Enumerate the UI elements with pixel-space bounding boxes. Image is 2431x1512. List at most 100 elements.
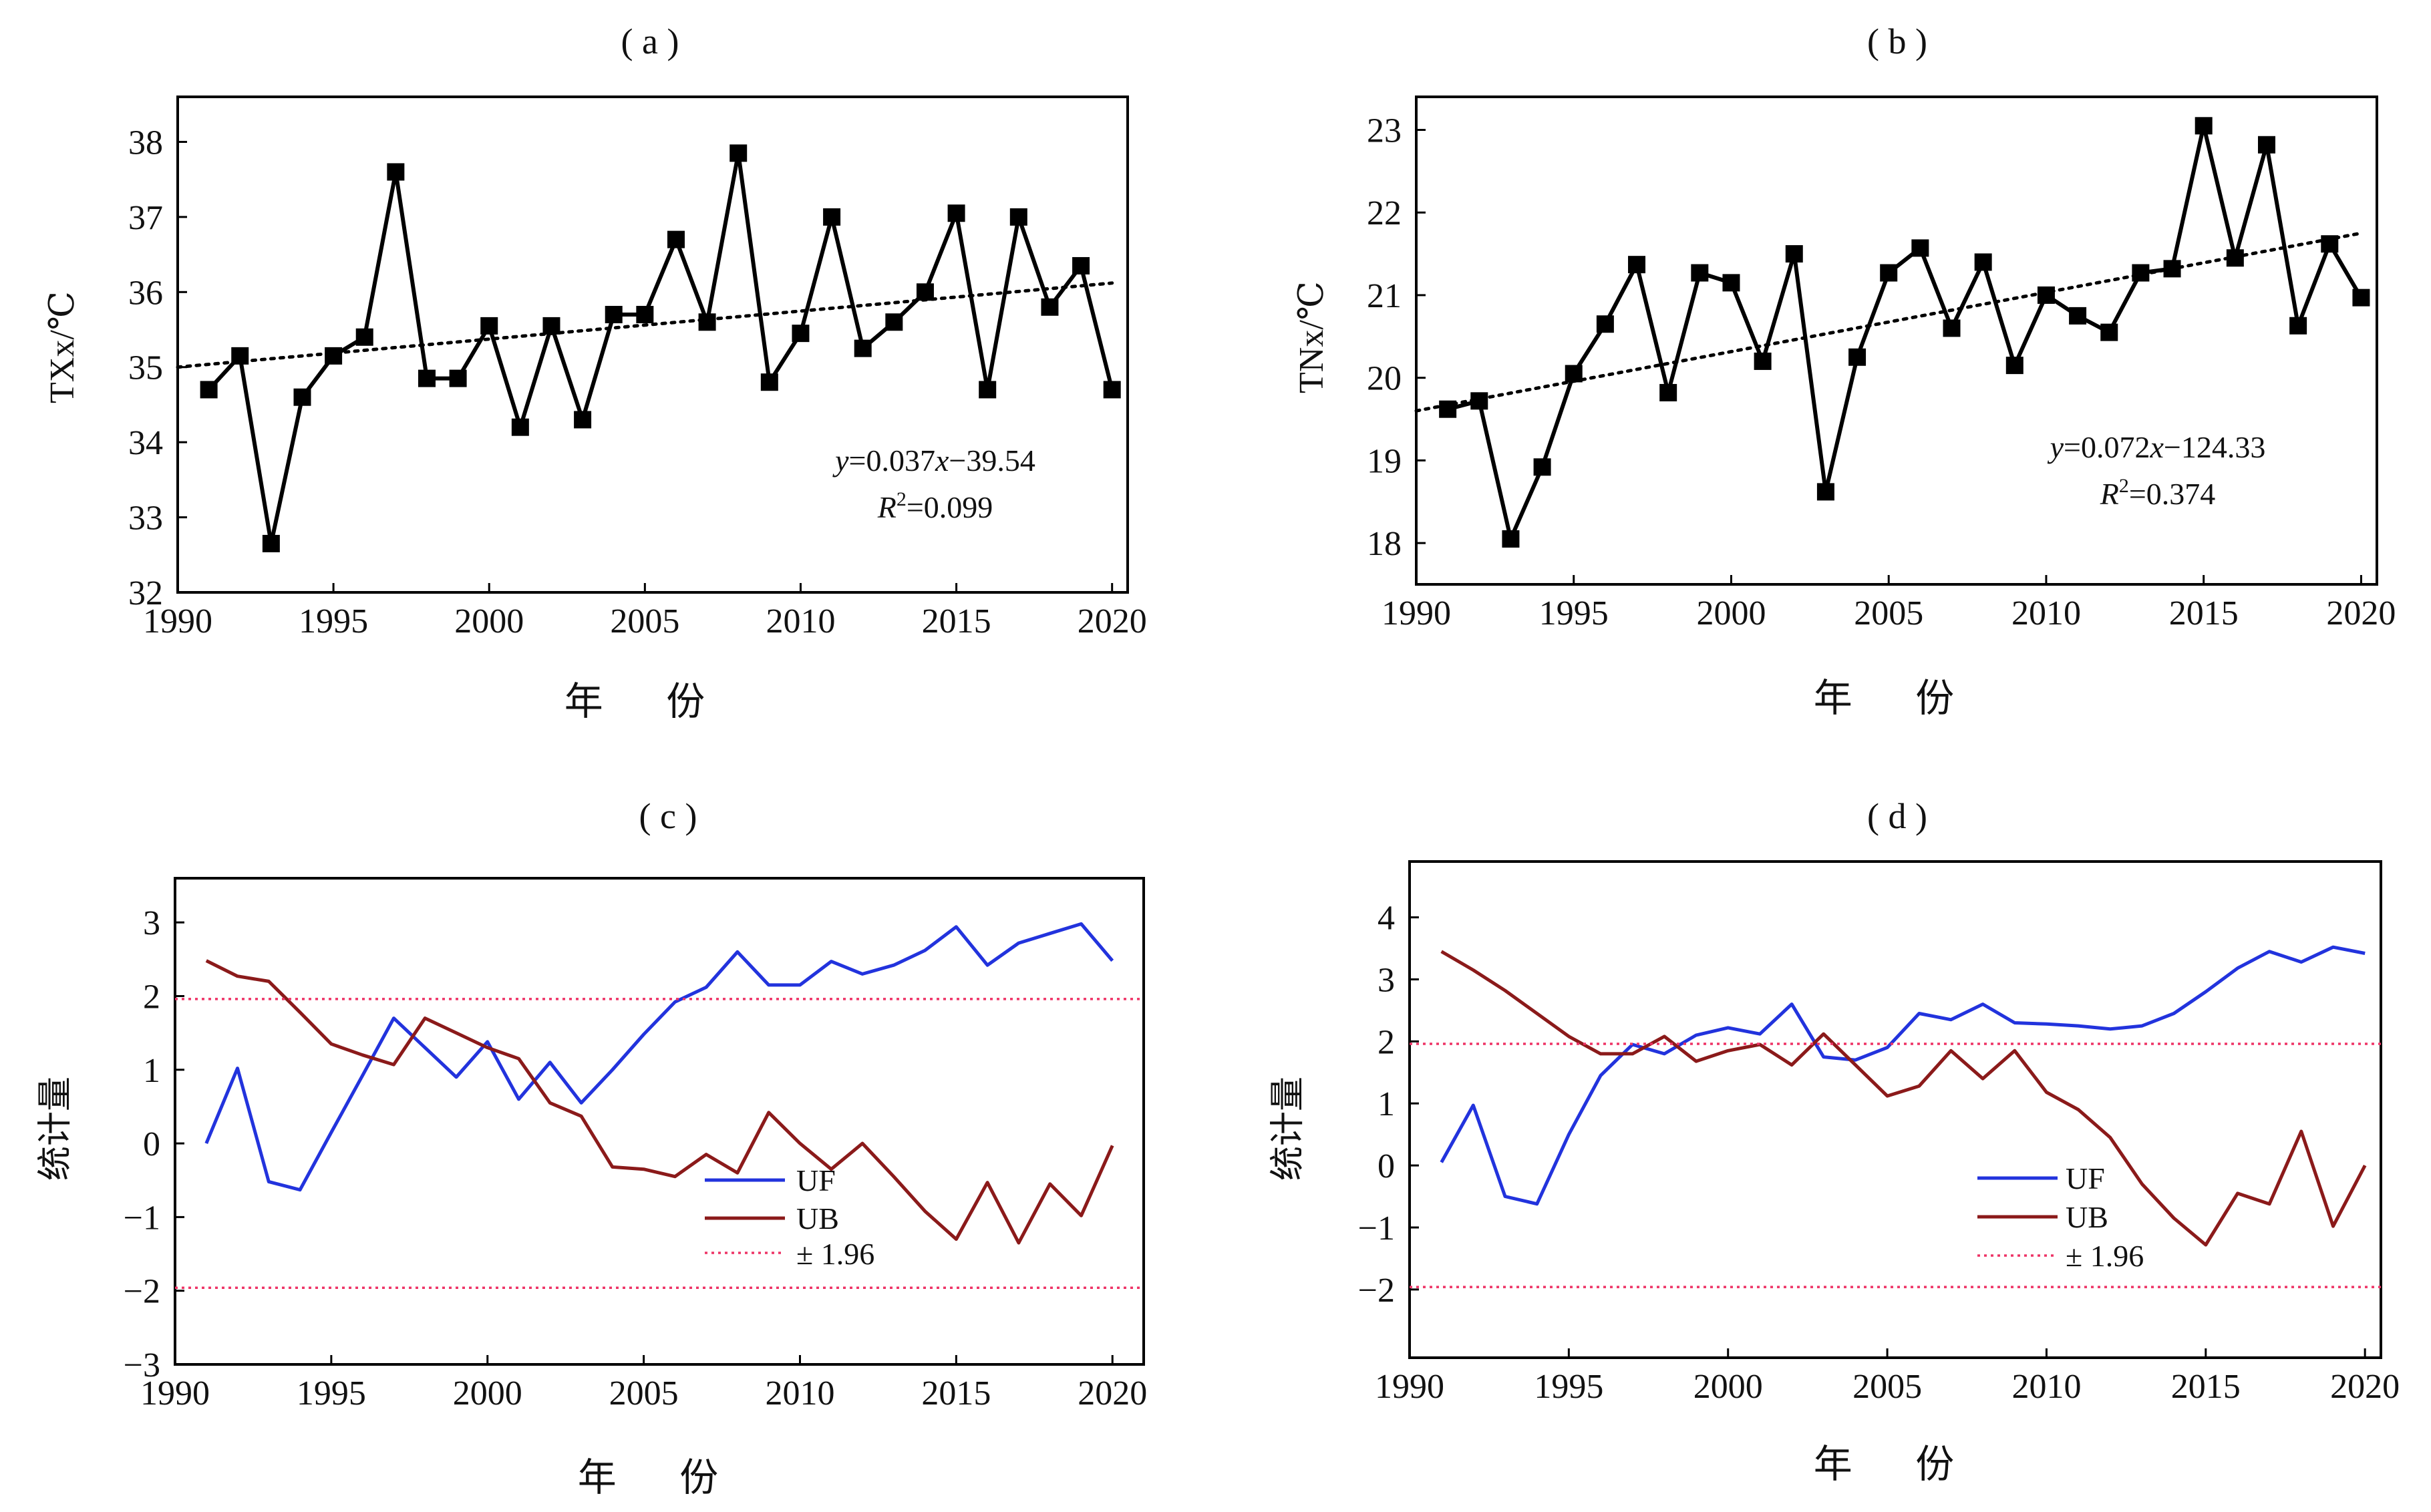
x-axis-label: 年 份 <box>564 680 732 723</box>
plot-frame <box>174 877 1145 1366</box>
data-point <box>1628 256 1646 274</box>
y-tick-label: 2 <box>1377 1023 1395 1061</box>
data-point <box>1041 298 1059 316</box>
x-tick-label: 2005 <box>1852 1368 1922 1406</box>
data-point <box>1565 365 1583 383</box>
y-tick-label: −2 <box>1358 1272 1395 1310</box>
data-point <box>1691 264 1709 282</box>
y-tick-label: 0 <box>143 1125 160 1163</box>
x-tick-label: 1995 <box>1539 594 1609 632</box>
x-tick-label: 1990 <box>140 1374 210 1412</box>
data-point <box>480 317 498 335</box>
y-tick-label: 2 <box>143 978 160 1016</box>
panel-label: ( c ) <box>639 796 697 836</box>
data-point <box>1470 392 1488 410</box>
data-point <box>1911 239 1929 257</box>
y-tick-label: 21 <box>1367 277 1402 315</box>
data-point <box>885 313 903 331</box>
regression-equation: y=0.072x−124.33 <box>2048 430 2266 464</box>
x-tick-label: 2005 <box>610 602 679 640</box>
series-line <box>207 151 1114 546</box>
data-point <box>947 204 965 222</box>
axis-ticks: 1990 1995 2000 2005 2010 2015 2020 −3 −2 −1 0 1 2 3 <box>124 904 1148 1412</box>
x-tick-label: 2000 <box>454 602 524 640</box>
legend-label-threshold: ± 1.96 <box>2066 1239 2144 1273</box>
y-tick-label: 0 <box>1377 1147 1395 1185</box>
data-point <box>325 347 343 365</box>
data-point <box>2132 264 2150 282</box>
x-tick-label: 2005 <box>1854 594 1923 632</box>
x-tick-label: 2020 <box>2326 594 2396 632</box>
x-tick-label: 2015 <box>922 602 991 640</box>
data-point <box>1533 458 1551 476</box>
data-point <box>916 283 934 301</box>
data-point <box>2195 117 2213 135</box>
y-tick-label: 1 <box>1377 1085 1395 1123</box>
x-axis-label: 年 份 <box>578 1456 746 1499</box>
data-point <box>262 534 280 552</box>
panel-a: ( a ) 1990 1995 2000 2005 2010 2015 2020 32 33 34… <box>43 21 1147 723</box>
x-axis-label: 年 份 <box>1814 677 1981 720</box>
x-tick-label: 2015 <box>2169 594 2239 632</box>
x-tick-label: 1990 <box>143 602 212 640</box>
data-point <box>1754 352 1772 370</box>
data-point <box>355 328 373 346</box>
data-point <box>979 381 997 399</box>
y-tick-label: 18 <box>1367 525 1402 563</box>
legend: UF UB ± 1.96 <box>1977 1161 2144 1273</box>
legend: UF UB ± 1.96 <box>705 1163 874 1271</box>
y-tick-label: 23 <box>1367 112 1402 150</box>
data-point <box>293 388 311 406</box>
y-tick-label: 3 <box>143 904 160 942</box>
data-point <box>1596 315 1614 333</box>
data-point <box>1072 256 1090 274</box>
data-marks <box>176 144 1121 552</box>
legend-label-ub: UB <box>2066 1200 2108 1234</box>
y-tick-label: 32 <box>128 574 163 612</box>
y-tick-label: 4 <box>1377 900 1395 938</box>
regression-equation: y=0.037x−39.54 <box>832 443 1035 478</box>
data-point <box>698 313 716 331</box>
legend-label-ub: UB <box>796 1201 839 1236</box>
data-point <box>1502 530 1520 548</box>
data-point <box>823 208 841 226</box>
y-tick-label: 34 <box>128 424 163 462</box>
y-tick-label: 35 <box>128 349 163 387</box>
y-tick-label: 33 <box>128 500 163 538</box>
x-tick-label: 2000 <box>1696 594 1766 632</box>
panel-label: ( a ) <box>621 21 679 61</box>
legend-label-uf: UF <box>2066 1161 2105 1195</box>
data-point <box>854 339 872 357</box>
x-tick-label: 2020 <box>1078 602 1147 640</box>
data-point <box>2289 317 2307 335</box>
x-tick-label: 2010 <box>766 602 835 640</box>
y-tick-label: −2 <box>124 1273 160 1311</box>
data-point <box>2037 286 2055 304</box>
data-point <box>2100 323 2118 341</box>
x-tick-label: 2005 <box>609 1374 679 1412</box>
x-tick-label: 1990 <box>1382 594 1451 632</box>
y-tick-label: −1 <box>124 1199 160 1237</box>
data-point <box>2163 260 2181 278</box>
data-point <box>1103 381 1121 399</box>
data-point <box>231 347 249 365</box>
x-tick-label: 1995 <box>299 602 368 640</box>
data-point <box>574 411 592 429</box>
data-point <box>1816 483 1834 501</box>
panel-c: ( c ) 1990 1995 2000 2005 2010 2015 2020 −3 −2 −1… <box>37 796 1147 1499</box>
data-point <box>2005 357 2023 375</box>
x-tick-label: 1990 <box>1375 1368 1444 1406</box>
data-point <box>1785 245 1803 263</box>
y-tick-label: −3 <box>124 1346 160 1384</box>
data-point <box>2069 307 2087 325</box>
data-point <box>418 369 436 387</box>
data-point <box>1009 208 1027 226</box>
data-marks <box>1410 945 2381 1288</box>
plot-frame <box>1415 96 2378 586</box>
data-point <box>792 325 810 343</box>
data-point <box>200 381 218 399</box>
series-line-uf <box>204 922 1114 1192</box>
x-tick-label: 1995 <box>1534 1368 1603 1406</box>
legend-label-uf: UF <box>796 1163 836 1197</box>
